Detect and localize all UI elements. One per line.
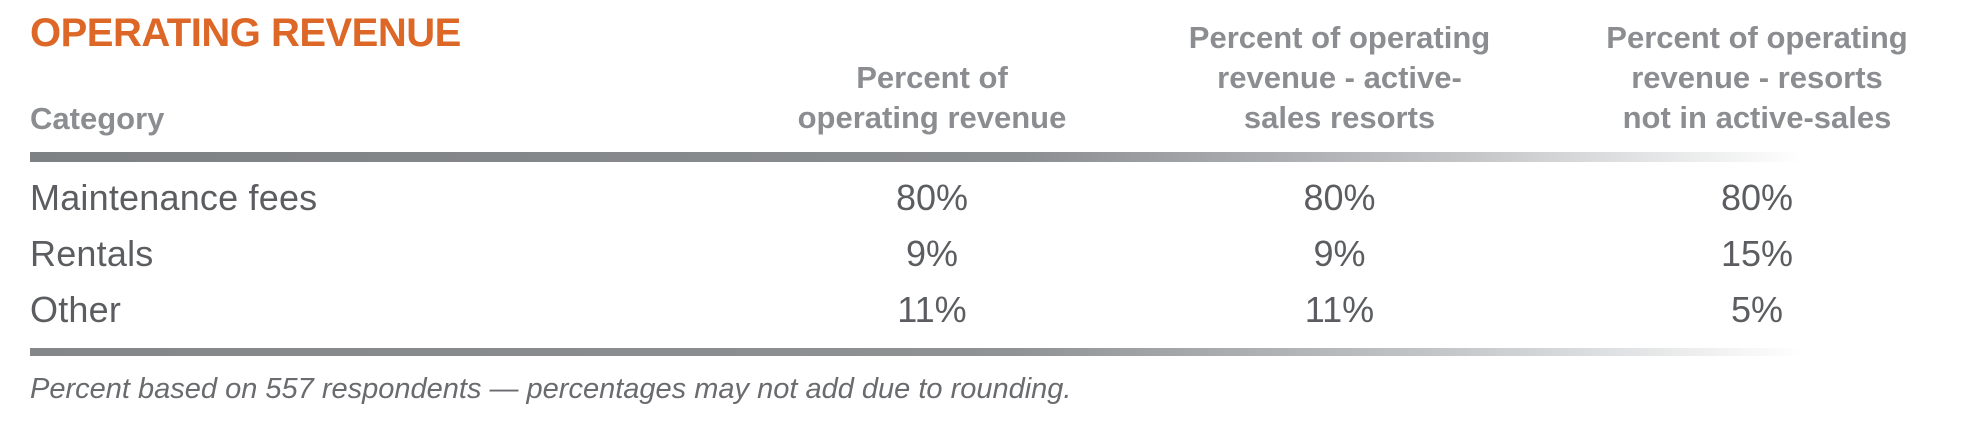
column-header-line: operating revenue	[797, 100, 1067, 135]
row-value: 5%	[1730, 289, 1784, 330]
row-category-label: Maintenance fees	[30, 177, 318, 218]
column-header-line: not in active-sales	[1622, 100, 1892, 135]
column-header-line: Percent of operating	[1188, 20, 1491, 55]
table-row-other: Other 11% 11% 5%	[30, 282, 1967, 338]
column-header-line: Percent of operating	[1606, 20, 1908, 55]
table-header-row: OPERATING REVENUE Category Percent of op…	[30, 12, 1967, 138]
column-header-line: revenue - resorts	[1631, 60, 1883, 95]
table-body: Maintenance fees 80% 80% 80% Rentals 9% …	[30, 170, 1967, 338]
footnote-text: Percent based on 557 respondents — perce…	[30, 373, 1072, 405]
column-header-line: sales resorts	[1243, 100, 1436, 135]
row-category-label: Rentals	[30, 233, 154, 274]
row-category-label: Other	[30, 289, 122, 330]
row-value: 80%	[1720, 177, 1794, 218]
row-value: 9%	[905, 233, 959, 274]
column-header-line: Percent of	[856, 60, 1008, 95]
column-header-line: revenue - active-	[1217, 60, 1462, 95]
column-header-percent-operating-revenue: Percent of operating revenue	[732, 58, 1132, 138]
page-title: OPERATING REVENUE	[30, 11, 461, 55]
table-row-rentals: Rentals 9% 9% 15%	[30, 226, 1967, 282]
header-first-column: OPERATING REVENUE Category	[30, 12, 732, 138]
header-divider-rule	[30, 152, 1820, 162]
row-value: 11%	[897, 289, 967, 330]
row-value: 80%	[1303, 177, 1376, 218]
table-row-maintenance-fees: Maintenance fees 80% 80% 80%	[30, 170, 1967, 226]
table-bottom-rule	[30, 348, 1820, 356]
row-value: 80%	[895, 177, 969, 218]
row-value: 15%	[1720, 233, 1794, 274]
column-header-line: Category	[30, 101, 165, 136]
row-value: 11%	[1304, 289, 1375, 330]
row-value: 9%	[1313, 233, 1366, 274]
column-header-resorts-not-in-active-sales: Percent of operating revenue - resorts n…	[1547, 18, 1967, 138]
column-header-active-sales-resorts: Percent of operating revenue - active- s…	[1132, 18, 1547, 138]
column-header-category: Category	[30, 100, 732, 138]
